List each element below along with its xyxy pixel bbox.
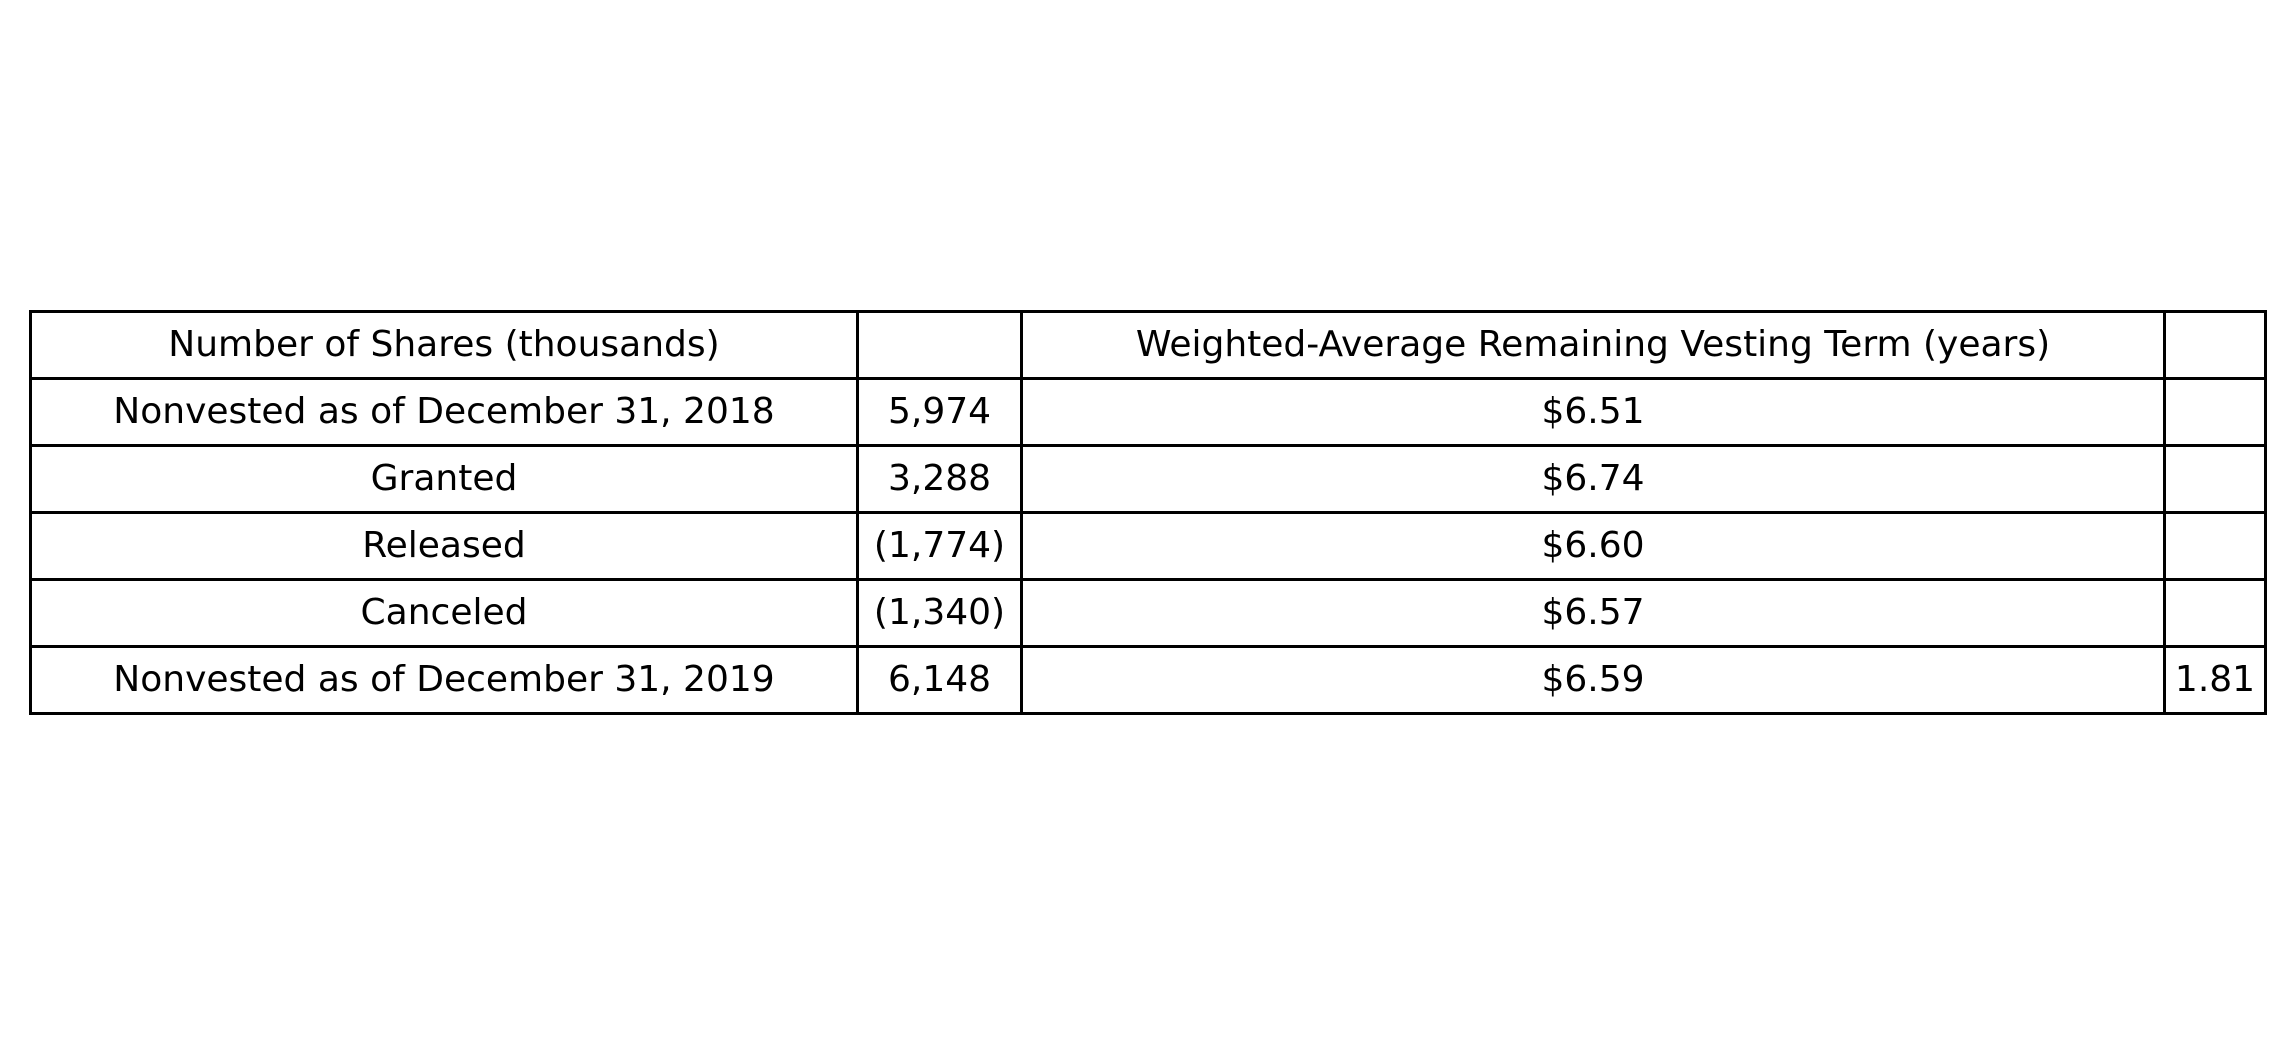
value-cell: $6.59 [1020, 645, 2166, 715]
header-cell: Number of Shares (thousands) [29, 310, 859, 380]
term-cell [2163, 377, 2267, 447]
table-row: Canceled (1,340) $6.57 [29, 578, 2267, 648]
row-label-cell: Nonvested as of December 31, 2019 [29, 645, 859, 715]
value-cell: $6.57 [1020, 578, 2166, 648]
value-cell: $6.60 [1020, 511, 2166, 581]
shares-cell: 5,974 [856, 377, 1023, 447]
shares-cell: 6,148 [856, 645, 1023, 715]
table-row: Nonvested as of December 31, 2019 6,148 … [29, 645, 2267, 715]
table-header-row: Number of Shares (thousands) Weighted-Av… [29, 310, 2267, 380]
shares-cell: 3,288 [856, 444, 1023, 514]
table-row: Released (1,774) $6.60 [29, 511, 2267, 581]
shares-cell: (1,774) [856, 511, 1023, 581]
header-cell: Weighted-Average Remaining Vesting Term … [1020, 310, 2166, 380]
value-cell: $6.74 [1020, 444, 2166, 514]
term-cell [2163, 511, 2267, 581]
table-row: Granted 3,288 $6.74 [29, 444, 2267, 514]
header-cell [2163, 310, 2267, 380]
row-label-cell: Granted [29, 444, 859, 514]
term-cell [2163, 444, 2267, 514]
term-cell: 1.81 [2163, 645, 2267, 715]
value-cell: $6.51 [1020, 377, 2166, 447]
term-cell [2163, 578, 2267, 648]
row-label-cell: Released [29, 511, 859, 581]
header-cell [856, 310, 1023, 380]
row-label-cell: Canceled [29, 578, 859, 648]
shares-cell: (1,340) [856, 578, 1023, 648]
table-row: Nonvested as of December 31, 2018 5,974 … [29, 377, 2267, 447]
shares-table: Number of Shares (thousands) Weighted-Av… [29, 310, 2267, 715]
row-label-cell: Nonvested as of December 31, 2018 [29, 377, 859, 447]
